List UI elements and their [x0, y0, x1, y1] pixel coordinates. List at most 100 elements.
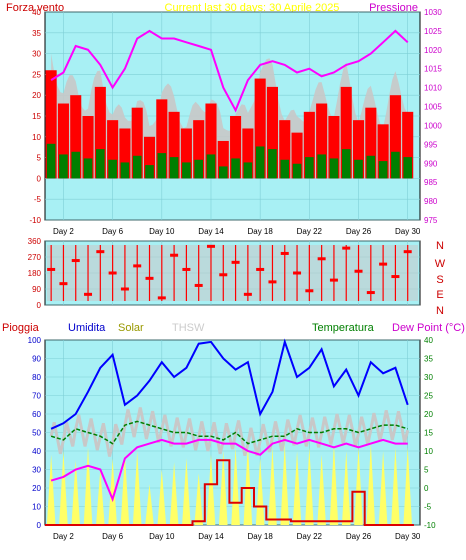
wind-speed-bar	[279, 120, 291, 179]
label-temperatura: Temperatura	[312, 322, 375, 334]
top-x-tick-label: Day 6	[102, 227, 123, 236]
solar-spike	[83, 447, 93, 525]
bottom-left-tick-label: 10	[32, 503, 41, 512]
humidity-line	[50, 338, 409, 430]
top-chart-layer: -10-505101520253035409759809859909951000…	[29, 8, 442, 236]
top-x-tick-label: Day 14	[198, 227, 224, 236]
bottom-left-tick-label: 100	[28, 336, 42, 345]
bottom-right-tick-label: 40	[424, 336, 433, 345]
bottom-right-tick-label: 20	[424, 410, 433, 419]
top-right-tick-label: 975	[424, 216, 438, 225]
wind-speed-bar	[217, 140, 229, 179]
solar-spike	[59, 451, 68, 525]
wind-speed-bar	[402, 111, 414, 179]
bottom-right-tick-label: -10	[424, 521, 436, 530]
solar-spike	[46, 454, 56, 525]
solar-spike	[243, 443, 253, 525]
bottom-right-tick-label: 0	[424, 484, 429, 493]
wind-average-bar	[231, 158, 240, 179]
top-x-tick-label: Day 26	[346, 227, 372, 236]
wind-average-bar	[108, 159, 117, 179]
solar-spike	[96, 469, 105, 525]
wind-speed-bar	[303, 111, 315, 179]
label-pioggia: Pioggia	[2, 322, 40, 334]
top-right-tick-label: 990	[424, 159, 438, 168]
mid-left-tick-label: 270	[28, 253, 42, 262]
wind-speed-bar	[143, 136, 156, 179]
middle-chart-layer: 0 90 180 270 360	[28, 237, 420, 310]
wind-average-bar	[292, 163, 302, 179]
bottom-x-tick-label: Day 10	[149, 532, 175, 541]
compass-letter-n2: N	[436, 305, 444, 317]
solar-spike	[317, 454, 326, 525]
wind-average-bar	[59, 154, 68, 179]
solar-spike	[132, 451, 142, 525]
wind-speed-bar	[316, 103, 328, 179]
solar-spike	[292, 451, 302, 525]
wind-speed-bar	[291, 132, 303, 179]
top-left-tick-label: 0	[37, 174, 42, 183]
wind-average-bar	[317, 154, 326, 179]
top-right-tick-label: 1025	[424, 27, 442, 36]
wind-speed-bar	[230, 116, 242, 179]
wind-average-bar	[71, 151, 81, 179]
wind-average-bar	[218, 166, 228, 179]
solar-spike	[268, 447, 277, 525]
mid-left-tick-label: 180	[28, 269, 42, 278]
top-left-tick-label: 5	[37, 154, 42, 163]
top-left-tick-label: 20	[32, 91, 41, 100]
wind-average-bar	[83, 158, 93, 179]
wind-average-bar	[329, 158, 339, 179]
solar-spike	[329, 443, 339, 525]
wind-speed-bar	[365, 107, 377, 179]
bottom-right-tick-label: 30	[424, 373, 433, 382]
bottom-right-tick-label: -5	[424, 503, 432, 512]
wind-speed-bar	[352, 120, 365, 179]
header-right-label: Pressione	[369, 2, 418, 14]
wind-average-bar	[46, 143, 56, 179]
wind-speed-bar	[156, 99, 168, 179]
top-right-tick-label: 980	[424, 197, 438, 206]
wind-average-bar	[182, 162, 191, 179]
solar-spike	[354, 447, 363, 525]
mid-left-tick-label: 0	[37, 301, 42, 310]
wind-average-bar	[169, 157, 179, 179]
top-right-tick-label: 995	[424, 140, 438, 149]
wind-average-bar	[120, 162, 130, 179]
pressure-line	[50, 29, 409, 113]
solar-spike	[218, 451, 228, 525]
solar-spike	[194, 473, 203, 525]
bottom-left-tick-label: 50	[32, 429, 41, 438]
solar-spike	[403, 447, 413, 525]
bottom-right-tick-label: 15	[424, 429, 433, 438]
top-left-tick-label: -10	[29, 216, 41, 225]
wind-average-bar	[341, 149, 351, 179]
solar-spike	[255, 458, 265, 525]
wind-speed-bar	[328, 116, 340, 179]
wind-average-bar	[268, 149, 277, 179]
wind-average-bar	[243, 162, 253, 179]
wind-speed-bar	[377, 124, 389, 179]
direction-gray-band	[47, 245, 418, 301]
solar-spike	[169, 462, 179, 525]
top-x-tick-label: Day 22	[297, 227, 323, 236]
solar-spike	[206, 454, 216, 525]
bottom-x-tick-label: Day 18	[247, 532, 273, 541]
top-x-tick-label: Day 30	[395, 227, 421, 236]
wind-speed-bar	[70, 95, 82, 179]
compass-letter-s: S	[436, 274, 443, 286]
wind-speed-bar	[180, 128, 192, 179]
top-right-tick-label: 1020	[424, 46, 442, 55]
bottom-x-tick-label: Day 14	[198, 532, 224, 541]
wind-speed-bar	[340, 86, 352, 179]
wind-speed-bar	[193, 120, 205, 179]
compass-letter-e: E	[436, 289, 443, 301]
top-left-tick-label: 10	[32, 133, 41, 142]
rain-line	[45, 459, 414, 526]
mid-left-tick-label: 90	[32, 285, 41, 294]
wind-average-bar	[305, 157, 314, 179]
top-left-tick-label: 30	[32, 50, 41, 59]
wind-speed-bar	[266, 86, 278, 179]
